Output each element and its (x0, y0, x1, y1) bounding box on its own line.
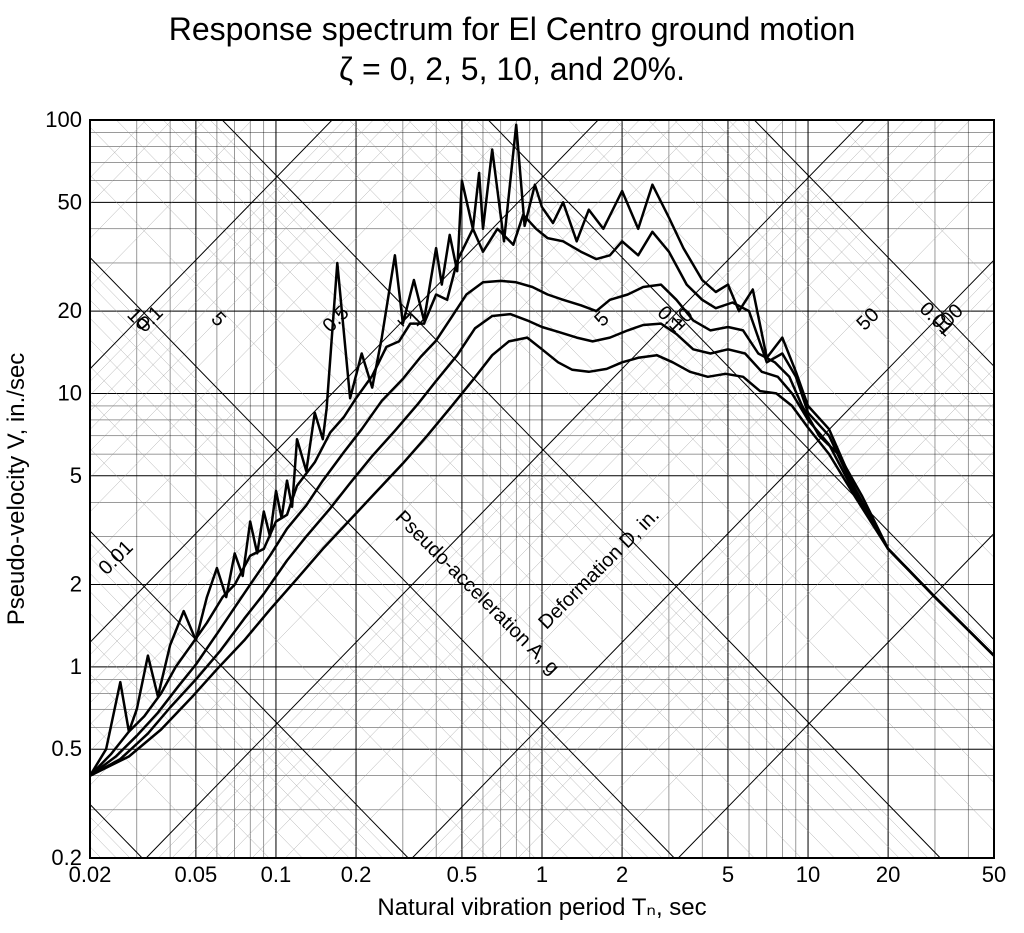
x-tick-label: 1 (536, 862, 548, 887)
x-tick-label: 20 (876, 862, 900, 887)
x-tick-label: 0.1 (261, 862, 292, 887)
response-spectrum-chart: Response spectrum for El Centro ground m… (0, 0, 1024, 933)
y-axis-label: Pseudo-velocity V, in./sec (3, 353, 30, 626)
x-tick-label: 2 (616, 862, 628, 887)
x-tick-label: 0.5 (447, 862, 478, 887)
chart-svg: Response spectrum for El Centro ground m… (0, 0, 1024, 933)
y-tick-label: 100 (45, 107, 82, 132)
x-tick-label: 0.05 (174, 862, 217, 887)
y-tick-label: 20 (58, 298, 82, 323)
y-tick-label: 10 (58, 380, 82, 405)
x-tick-label: 50 (982, 862, 1006, 887)
y-tick-label: 2 (70, 572, 82, 597)
x-axis-label: Natural vibration period Tₙ, sec (377, 894, 706, 921)
x-tick-label: 10 (796, 862, 820, 887)
y-tick-label: 50 (58, 189, 82, 214)
y-tick-label: 1 (70, 654, 82, 679)
x-tick-label: 0.2 (341, 862, 372, 887)
y-tick-label: 5 (70, 463, 82, 488)
y-tick-label: 0.5 (51, 736, 82, 761)
x-tick-label: 5 (722, 862, 734, 887)
chart-title-1: Response spectrum for El Centro ground m… (169, 11, 856, 47)
chart-title-2: ζ = 0, 2, 5, 10, and 20%. (339, 51, 685, 87)
y-tick-label: 0.2 (51, 845, 82, 870)
